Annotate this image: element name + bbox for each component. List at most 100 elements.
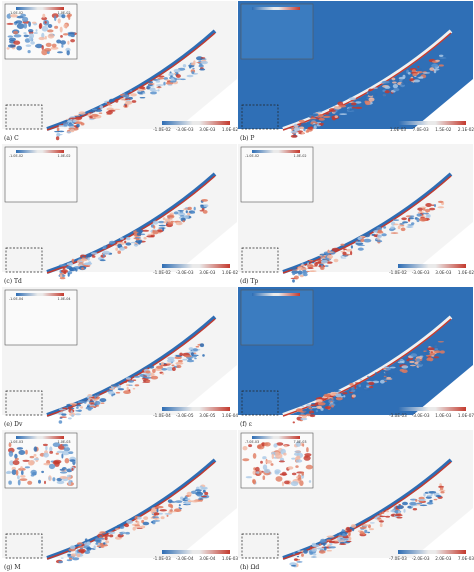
inset-speckle bbox=[66, 50, 70, 56]
field-speckle bbox=[318, 113, 324, 118]
field-speckle bbox=[346, 540, 352, 543]
field-speckle bbox=[150, 91, 157, 95]
inset-speckle bbox=[35, 43, 43, 49]
panel-d: -1.0E-02 -3.0E-03 3.0E-03 1.0E-02 -1.0E-02 1.… bbox=[238, 144, 474, 286]
field-speckle bbox=[333, 106, 338, 108]
colorbar-tick-label: 7.0E-03 bbox=[457, 556, 474, 561]
field-speckle bbox=[187, 212, 191, 216]
field-speckle bbox=[191, 211, 196, 214]
field-speckle bbox=[81, 267, 84, 270]
field-speckle bbox=[169, 501, 177, 503]
field-speckle bbox=[112, 108, 121, 110]
panel-c-plot bbox=[2, 144, 237, 280]
field-speckle bbox=[163, 81, 166, 86]
inset-speckle bbox=[295, 459, 303, 463]
field-speckle bbox=[108, 104, 113, 107]
field-speckle bbox=[119, 531, 126, 534]
field-speckle bbox=[170, 504, 174, 509]
inset-speckle bbox=[61, 14, 66, 19]
field-speckle bbox=[178, 506, 181, 509]
inset-speckle bbox=[306, 447, 309, 453]
inset-speckle bbox=[23, 34, 29, 38]
field-speckle bbox=[412, 508, 418, 511]
field-speckle bbox=[413, 79, 421, 83]
zoom-region-box bbox=[241, 247, 279, 273]
field-speckle bbox=[420, 206, 427, 209]
inset-speckle bbox=[62, 33, 69, 36]
inset-speckle bbox=[7, 44, 16, 48]
colorbar-tick-label: 2.1E-02 bbox=[457, 127, 474, 132]
colorbar-tick-label: -3.0E-05 bbox=[175, 413, 194, 418]
field-speckle bbox=[440, 350, 445, 354]
field-speckle bbox=[177, 210, 184, 212]
inset-speckle bbox=[61, 453, 64, 459]
field-speckle bbox=[417, 65, 420, 68]
field-speckle bbox=[153, 512, 160, 516]
field-speckle bbox=[379, 520, 384, 523]
field-speckle bbox=[199, 58, 207, 60]
field-speckle bbox=[323, 546, 327, 551]
field-speckle bbox=[357, 247, 364, 251]
field-speckle bbox=[392, 84, 398, 89]
field-speckle bbox=[125, 377, 131, 380]
field-speckle bbox=[300, 406, 305, 408]
panel-h: -7.0E-03 -2.0E-03 2.0E-03 7.0E-03 -7.0E-03 7.… bbox=[238, 430, 474, 572]
field-speckle bbox=[346, 108, 354, 111]
inset-speckle bbox=[29, 455, 35, 459]
inset-speckle bbox=[42, 13, 46, 19]
inset-speckle bbox=[54, 15, 57, 22]
field-speckle bbox=[103, 534, 110, 537]
inset-colorbar-tick-label: 1.0E-04 bbox=[57, 297, 71, 301]
inset-colorbar bbox=[16, 293, 64, 296]
field-speckle bbox=[381, 92, 386, 97]
inset-speckle bbox=[274, 469, 281, 474]
inset-speckle bbox=[275, 476, 283, 482]
inset-speckle bbox=[242, 458, 250, 462]
field-speckle bbox=[350, 245, 353, 249]
inset-speckle bbox=[63, 447, 71, 452]
field-speckle bbox=[66, 559, 73, 562]
field-speckle bbox=[384, 90, 390, 94]
inset-speckle bbox=[284, 445, 288, 448]
inset-speckle bbox=[64, 458, 70, 464]
field-speckle bbox=[86, 548, 94, 550]
colorbar-tick-label: 3.0E-05 bbox=[199, 413, 216, 418]
field-speckle bbox=[333, 258, 339, 263]
field-speckle bbox=[379, 523, 383, 528]
colorbar-tick-label: 1.0E-03 bbox=[435, 413, 452, 418]
inset-speckle bbox=[27, 480, 33, 485]
field-speckle bbox=[334, 400, 339, 404]
field-speckle bbox=[299, 274, 304, 278]
field-speckle bbox=[191, 352, 194, 356]
field-speckle bbox=[425, 203, 432, 207]
field-speckle bbox=[204, 491, 209, 496]
field-speckle bbox=[340, 255, 343, 258]
field-speckle bbox=[391, 373, 396, 375]
field-speckle bbox=[62, 407, 68, 410]
inset-speckle bbox=[15, 469, 19, 476]
field-speckle bbox=[349, 387, 352, 392]
field-speckle bbox=[186, 74, 194, 78]
field-speckle bbox=[296, 561, 303, 563]
field-speckle bbox=[308, 407, 313, 410]
field-speckle bbox=[156, 86, 162, 89]
field-speckle bbox=[313, 125, 317, 130]
field-speckle bbox=[108, 109, 116, 112]
field-speckle bbox=[302, 409, 308, 412]
inset-speckle bbox=[41, 25, 49, 32]
inset-speckle bbox=[8, 450, 14, 457]
field-speckle bbox=[184, 355, 192, 358]
field-speckle bbox=[375, 238, 381, 240]
field-speckle bbox=[394, 514, 403, 517]
panel-f: -3.0E-03 -3.0E-03 1.0E-03 1.0E-07 (f) ε bbox=[238, 287, 474, 429]
field-speckle bbox=[307, 267, 314, 269]
field-speckle bbox=[68, 407, 72, 410]
panel-caption: (d) Tp bbox=[240, 278, 259, 285]
field-speckle bbox=[312, 122, 316, 125]
field-speckle bbox=[311, 556, 317, 558]
field-speckle bbox=[180, 496, 184, 500]
field-speckle bbox=[329, 391, 337, 396]
field-speckle bbox=[67, 273, 70, 277]
inset-speckle bbox=[291, 472, 297, 476]
field-speckle bbox=[148, 83, 155, 85]
